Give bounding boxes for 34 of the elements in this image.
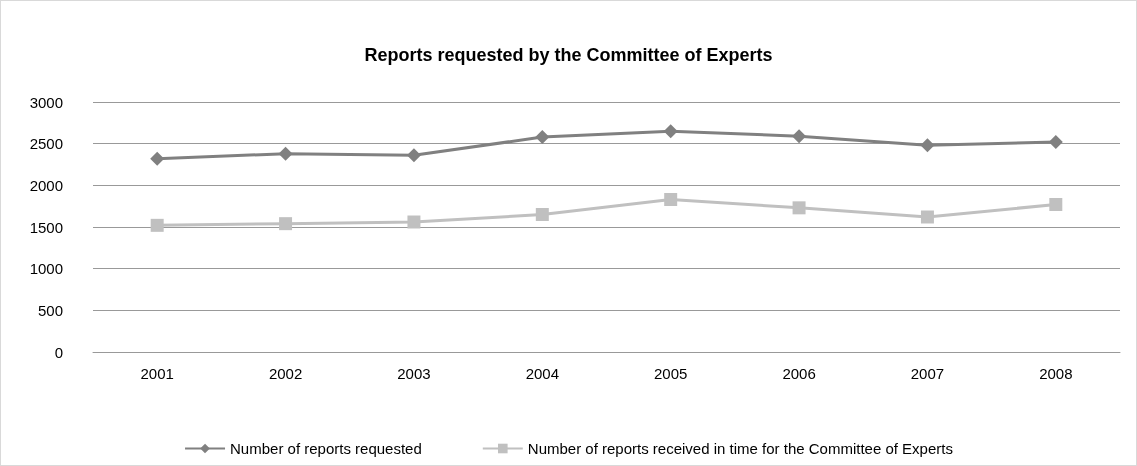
point	[792, 201, 806, 215]
point	[792, 129, 807, 144]
y-tick-label: 3000	[29, 93, 63, 111]
point	[664, 193, 678, 206]
legend-label: Number of reports requested	[230, 440, 422, 457]
x-tick-label: 2008	[1039, 365, 1073, 382]
y-tick-label: 2000	[29, 176, 63, 194]
point	[1048, 135, 1063, 149]
y-tick-label: 2500	[29, 135, 63, 153]
point	[407, 215, 421, 229]
x-tick-label: 2007	[910, 365, 945, 382]
x-tick-label: 2004	[525, 365, 559, 382]
y-tick-label: 0	[54, 343, 63, 361]
y-tick-label: 1500	[29, 218, 63, 236]
point	[150, 151, 165, 166]
chart-title: Reports requested by the Committee of Experts	[364, 45, 773, 65]
point	[150, 218, 164, 232]
point	[278, 146, 293, 161]
point	[663, 124, 678, 139]
x-tick-label: 2005	[654, 365, 688, 382]
x-tick-label: 2006	[782, 365, 816, 382]
x-tick-label: 2002	[268, 365, 303, 382]
point	[406, 148, 421, 163]
point	[920, 138, 935, 153]
y-tick-label: 1000	[29, 260, 63, 278]
point	[1049, 198, 1063, 211]
point	[535, 208, 549, 221]
point	[920, 210, 934, 224]
x-tick-label: 2001	[140, 365, 174, 382]
x-tick-label: 2003	[397, 365, 431, 382]
point	[279, 217, 293, 231]
legend-label: Number of reports received in time for the Committee of Experts	[527, 440, 953, 457]
y-tick-label: 500	[37, 301, 63, 319]
point	[535, 130, 550, 144]
